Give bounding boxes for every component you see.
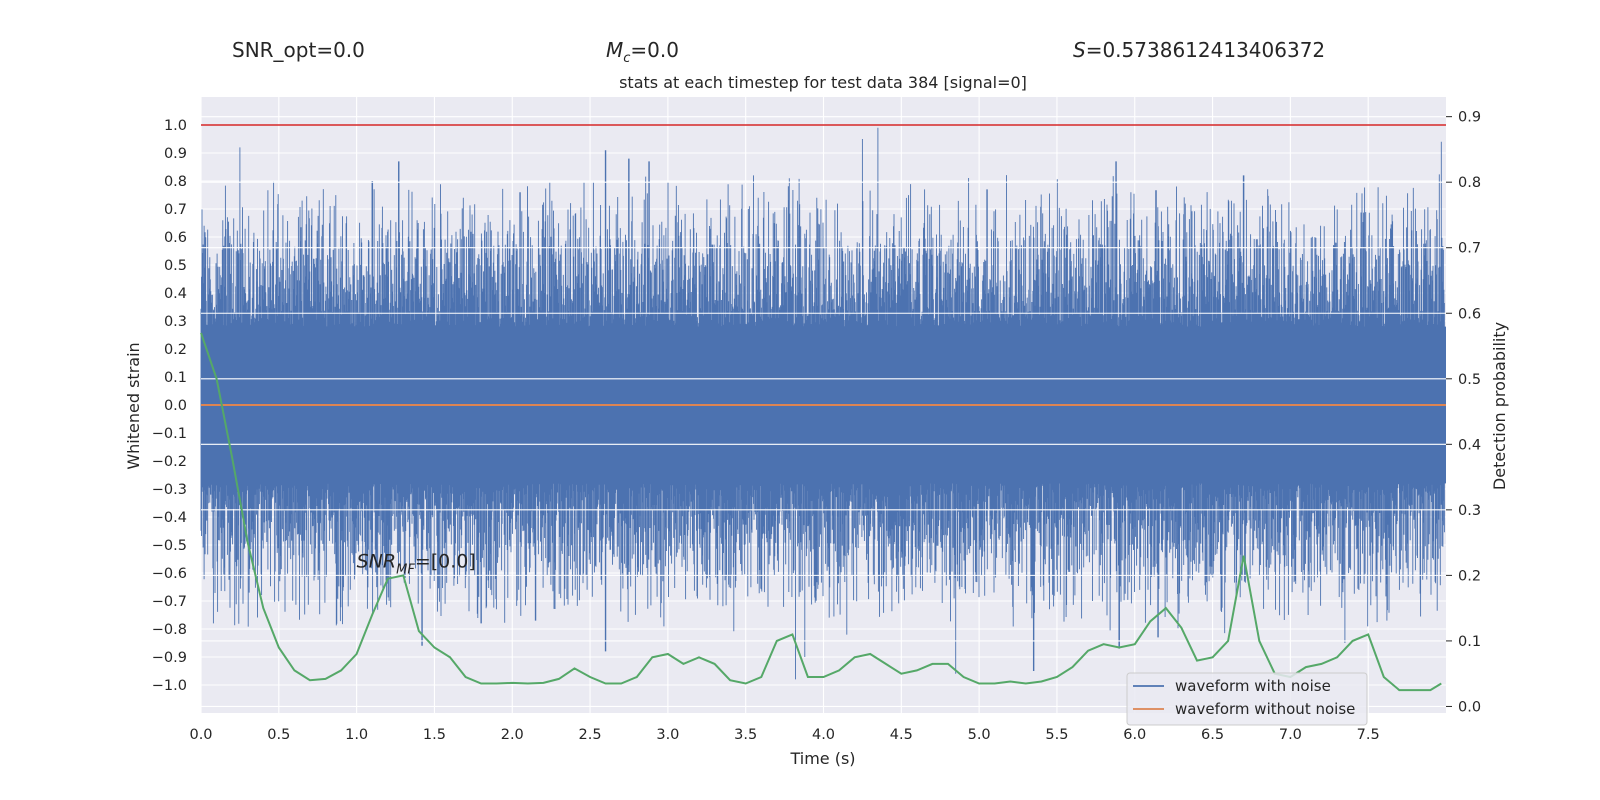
y2-tick-labels: 0.9 0.8 0.7 0.6 0.5 0.4 0.3 0.2 0.1 0.0 bbox=[1446, 110, 1481, 715]
s-symbol: S bbox=[1073, 38, 1086, 62]
y2-tick-label: 0.9 bbox=[1458, 110, 1481, 126]
y2-tick-label: 0.0 bbox=[1458, 699, 1481, 715]
legend-box bbox=[1126, 672, 1368, 726]
y-tick-label: 0.4 bbox=[164, 286, 187, 302]
x-tick-labels: 0.0 0.5 1.0 1.5 2.0 2.5 3.0 3.5 4.0 4.5 5.0 5.5 6.0 6… bbox=[189, 727, 1379, 743]
legend-label-clean: waveform without noise bbox=[1175, 700, 1355, 718]
y-tick-label: 0.7 bbox=[164, 202, 187, 218]
y2-tick-label: 0.2 bbox=[1458, 568, 1481, 584]
y-tick-label: −0.1 bbox=[152, 426, 187, 442]
y-tick-label: −1.0 bbox=[152, 678, 187, 694]
y-tick-label: 0.5 bbox=[164, 258, 187, 274]
annotation-value: =[0.0] bbox=[415, 550, 476, 572]
y-tick-label: 0.6 bbox=[164, 230, 187, 246]
x-tick-label: 2.0 bbox=[501, 727, 524, 743]
y2-tick-label: 0.6 bbox=[1458, 306, 1481, 322]
s-stat: S=0.5738612413406372 bbox=[1073, 38, 1325, 62]
annotation-subscript: MF bbox=[396, 562, 415, 577]
series-detection-probability bbox=[200, 332, 1442, 692]
annotation-prefix: SNR bbox=[357, 550, 396, 572]
y-tick-label: 0.1 bbox=[164, 370, 187, 386]
x-tick-label: 0.0 bbox=[189, 727, 212, 743]
x-tick-label: 0.5 bbox=[267, 727, 290, 743]
x-tick-label: 3.5 bbox=[734, 727, 757, 743]
x-tick-label: 4.0 bbox=[812, 727, 835, 743]
y2-tick-label: 0.1 bbox=[1458, 634, 1481, 650]
y-tick-labels: 1.0 0.9 0.8 0.7 0.6 0.5 0.4 0.3 0.2 0.1 0.0 −0.1 −0.… bbox=[152, 118, 187, 694]
mc-subscript: c bbox=[623, 51, 631, 66]
x-tick-label: 6.5 bbox=[1201, 727, 1224, 743]
legend-label-noise: waveform with noise bbox=[1175, 677, 1331, 695]
y-tick-label: −0.7 bbox=[152, 594, 187, 610]
y2-tick-label: 0.3 bbox=[1458, 503, 1481, 519]
x-tick-label: 4.5 bbox=[890, 727, 913, 743]
y2-tick-label: 0.8 bbox=[1458, 175, 1481, 191]
x-tick-label: 7.0 bbox=[1279, 727, 1302, 743]
x-axis-label: Time (s) bbox=[789, 749, 855, 768]
y-tick-label: −0.2 bbox=[152, 454, 187, 470]
y-tick-label: 1.0 bbox=[164, 118, 187, 134]
snr-opt-stat: SNR_opt=0.0 bbox=[232, 38, 365, 62]
y-tick-label: −0.4 bbox=[152, 510, 187, 526]
y-tick-label: 0.0 bbox=[164, 398, 187, 414]
y2-tick-label: 0.4 bbox=[1458, 437, 1481, 453]
x-tick-label: 2.5 bbox=[579, 727, 602, 743]
x-tick-label: 3.0 bbox=[656, 727, 679, 743]
y-tick-label: −0.9 bbox=[152, 650, 187, 666]
x-tick-label: 1.0 bbox=[345, 727, 368, 743]
x-tick-label: 1.5 bbox=[423, 727, 446, 743]
mc-value: =0.0 bbox=[630, 38, 679, 62]
legend: waveform with noise waveform without noi… bbox=[1126, 672, 1368, 726]
y-tick-label: 0.8 bbox=[164, 174, 187, 190]
x-tick-label: 7.5 bbox=[1357, 727, 1380, 743]
y-tick-label: −0.3 bbox=[152, 482, 187, 498]
mc-symbol: M bbox=[606, 38, 624, 62]
x-tick-label: 5.0 bbox=[968, 727, 991, 743]
y2-axis-label: Detection probability bbox=[1490, 322, 1509, 490]
y2-tick-label: 0.5 bbox=[1458, 372, 1481, 388]
y2-gridlines bbox=[201, 116, 1446, 707]
y-tick-label: 0.9 bbox=[164, 146, 187, 162]
y2-tick-label: 0.7 bbox=[1458, 241, 1481, 257]
x-tick-label: 6.0 bbox=[1123, 727, 1146, 743]
y-tick-label: −0.6 bbox=[152, 566, 187, 582]
y-tick-label: −0.8 bbox=[152, 622, 187, 638]
chart-title: stats at each timestep for test data 384… bbox=[619, 73, 1027, 92]
x-tick-label: 5.5 bbox=[1045, 727, 1068, 743]
y-tick-label: 0.2 bbox=[164, 342, 187, 358]
detection-probability-line bbox=[200, 332, 1442, 692]
y-tick-label: 0.3 bbox=[164, 314, 187, 330]
chirp-mass-stat: Mc=0.0 bbox=[606, 38, 679, 66]
y-axis-label: Whitened strain bbox=[124, 342, 143, 469]
s-value: =0.5738612413406372 bbox=[1085, 38, 1326, 62]
y-tick-label: −0.5 bbox=[152, 538, 187, 554]
snr-mf-annotation: SNRMF=[0.0] bbox=[357, 550, 476, 577]
